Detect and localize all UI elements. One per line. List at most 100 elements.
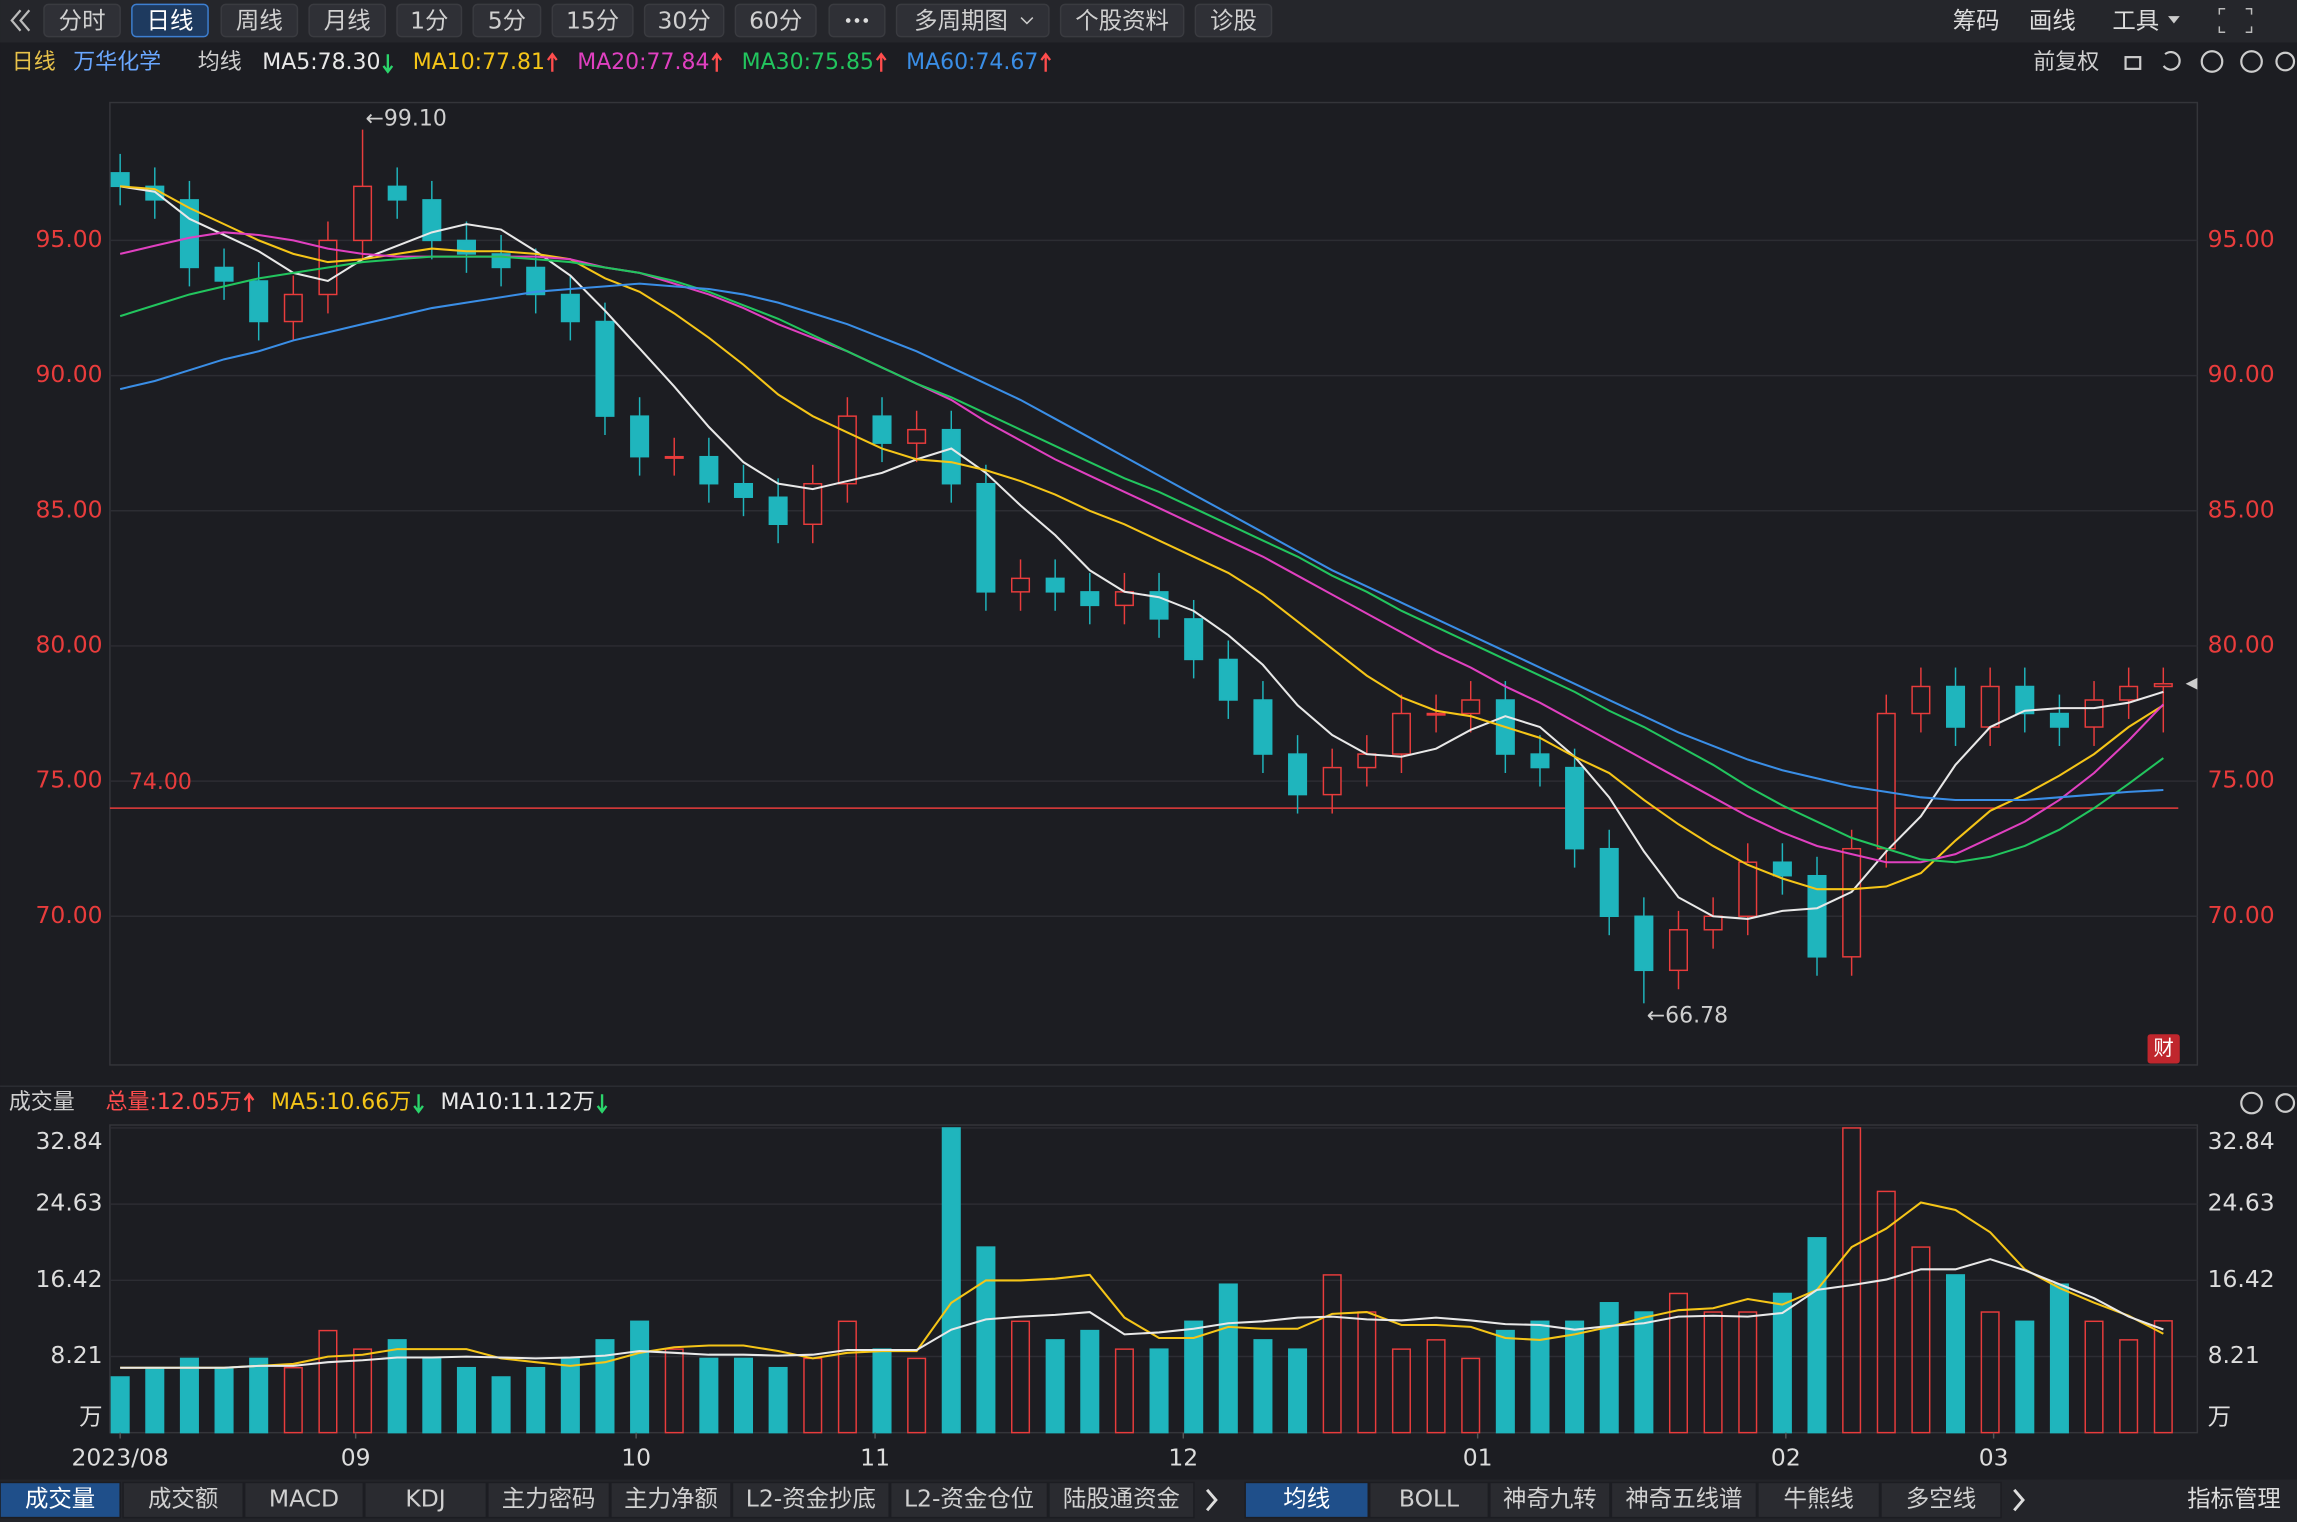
toolbar-label[interactable]: 分时: [59, 6, 106, 34]
settings-icon[interactable]: [2275, 51, 2296, 72]
scroll-icon[interactable]: [1205, 1488, 1218, 1512]
toolbar-button[interactable]: [895, 3, 1050, 38]
toolbar-button[interactable]: [131, 3, 209, 38]
candle-body: [803, 482, 823, 526]
y-tick-label: 万: [2208, 1402, 2231, 1430]
indicator-tab-label[interactable]: L2-资金仓位: [904, 1485, 1034, 1513]
indicator-tab-label[interactable]: L2-资金抄底: [746, 1485, 876, 1513]
back-icon[interactable]: [10, 9, 31, 32]
indicator-tab[interactable]: [243, 1481, 365, 1519]
indicator-tab-label[interactable]: MACD: [269, 1485, 339, 1513]
overlay-tab[interactable]: [1757, 1481, 1881, 1519]
candle-body: [1980, 685, 2000, 728]
close-icon[interactable]: [2240, 1091, 2263, 1115]
indicator-tab-label[interactable]: 成交额: [148, 1485, 218, 1513]
overlay-tab[interactable]: [1368, 1481, 1490, 1519]
manage-button[interactable]: 指标管理: [2187, 1485, 2281, 1513]
adjust-label[interactable]: 前复权: [2033, 50, 2099, 75]
scroll-icon[interactable]: [2013, 1488, 2025, 1512]
toolbar-label[interactable]: 日线: [147, 6, 194, 34]
indicator-tab[interactable]: [1048, 1481, 1195, 1519]
toolbar-button[interactable]: [43, 3, 121, 38]
zoom-out-icon[interactable]: [2240, 50, 2263, 73]
candle-body: [1911, 685, 1931, 715]
toolbar-right-label[interactable]: 画线: [2029, 6, 2076, 34]
toolbar-label[interactable]: 5分: [488, 6, 526, 34]
overlay-tab-label[interactable]: BOLL: [1399, 1485, 1459, 1513]
toolbar-button[interactable]: [643, 3, 725, 38]
overlay-tab-label[interactable]: 神奇五线谱: [1625, 1485, 1742, 1513]
toolbar-label[interactable]: 多周期图: [914, 6, 1008, 34]
toolbar-button[interactable]: [551, 3, 634, 38]
toolbar-button[interactable]: [734, 3, 817, 38]
overlay-tab-label[interactable]: 均线: [1283, 1485, 1330, 1513]
toolbar-right-label[interactable]: 筹码: [1953, 6, 2000, 34]
x-tick-label: 2023/08: [72, 1444, 169, 1472]
legend-item: MA30:75.85: [742, 50, 874, 75]
volume-bar: [1911, 1246, 1931, 1434]
dot: [863, 18, 869, 23]
volume-bar: [387, 1339, 407, 1434]
toolbar-button[interactable]: [220, 3, 299, 38]
candle-body: [1253, 699, 1273, 755]
toolbar-label[interactable]: 60分: [749, 6, 802, 34]
period-label: 日线: [12, 50, 56, 75]
overlay-tab[interactable]: [1244, 1481, 1369, 1519]
badge-label[interactable]: 财: [2153, 1036, 2174, 1060]
overlay-tab[interactable]: [1489, 1481, 1611, 1519]
toolbar-button[interactable]: [396, 3, 463, 38]
volume-bar: [422, 1357, 442, 1434]
indicator-tab-label[interactable]: 成交量: [25, 1485, 95, 1513]
indicator-tab-label[interactable]: 主力净额: [624, 1485, 718, 1513]
volume-bar: [1634, 1311, 1654, 1434]
toolbar-button[interactable]: [1194, 3, 1273, 38]
indicator-tab-label[interactable]: 主力密码: [502, 1485, 596, 1513]
candle-body: [1876, 712, 1896, 850]
toolbar-label[interactable]: 1分: [410, 6, 448, 34]
settings-icon[interactable]: [2275, 1093, 2296, 1113]
price-annotation: ←99.10: [365, 106, 446, 131]
toolbar-label[interactable]: 15分: [566, 6, 619, 34]
volume-bar: [1565, 1320, 1585, 1434]
undo-icon[interactable]: [2162, 51, 2181, 71]
toolbar-label[interactable]: 周线: [236, 6, 283, 34]
overlay-tab-label[interactable]: 神奇九转: [1503, 1485, 1597, 1513]
indicator-tab[interactable]: [487, 1481, 611, 1519]
candle-body: [526, 266, 546, 296]
volume-bar: [353, 1348, 373, 1434]
indicator-tab-label[interactable]: KDJ: [405, 1485, 445, 1513]
toolbar-label[interactable]: 诊股: [1210, 6, 1257, 34]
reference-label: 74.00: [129, 770, 192, 795]
indicator-tab[interactable]: [0, 1481, 121, 1519]
legend-item: MA10:77.81: [413, 50, 545, 75]
overlay-tab[interactable]: [1880, 1481, 2002, 1519]
indicator-tab[interactable]: [610, 1481, 732, 1519]
x-tick-label: 11: [860, 1444, 890, 1472]
toolbar-label[interactable]: 月线: [324, 6, 371, 34]
indicator-tab[interactable]: [731, 1481, 890, 1519]
stock-name: 万华化学: [73, 50, 161, 75]
volume-bar: [664, 1348, 684, 1434]
volume-bar: [1149, 1348, 1169, 1434]
toolbar-button[interactable]: [308, 3, 387, 38]
volume-bar: [283, 1366, 303, 1434]
toolbar-label[interactable]: 个股资料: [1075, 6, 1169, 34]
candle-body: [1530, 753, 1550, 769]
fullscreen-icon[interactable]: [2218, 8, 2253, 33]
zoom-in-icon[interactable]: [2200, 50, 2224, 73]
volume-bar: [1011, 1320, 1031, 1434]
indicator-tab[interactable]: [122, 1481, 244, 1519]
indicator-tab[interactable]: [889, 1481, 1049, 1519]
indicator-tab[interactable]: [364, 1481, 488, 1519]
lock-icon[interactable]: [2124, 56, 2142, 70]
indicator-tab-label[interactable]: 陆股通资金: [1063, 1485, 1180, 1513]
toolbar-label[interactable]: 30分: [658, 6, 711, 34]
overlay-tab-label[interactable]: 多空线: [1906, 1485, 1976, 1513]
badge[interactable]: [2147, 1034, 2180, 1064]
toolbar-right-label[interactable]: 工具: [2112, 6, 2159, 34]
overlay-tab-label[interactable]: 牛熊线: [1784, 1485, 1854, 1513]
toolbar-button[interactable]: [472, 3, 542, 38]
toolbar-button[interactable]: [1059, 3, 1185, 38]
overlay-tab[interactable]: [1610, 1481, 1758, 1519]
